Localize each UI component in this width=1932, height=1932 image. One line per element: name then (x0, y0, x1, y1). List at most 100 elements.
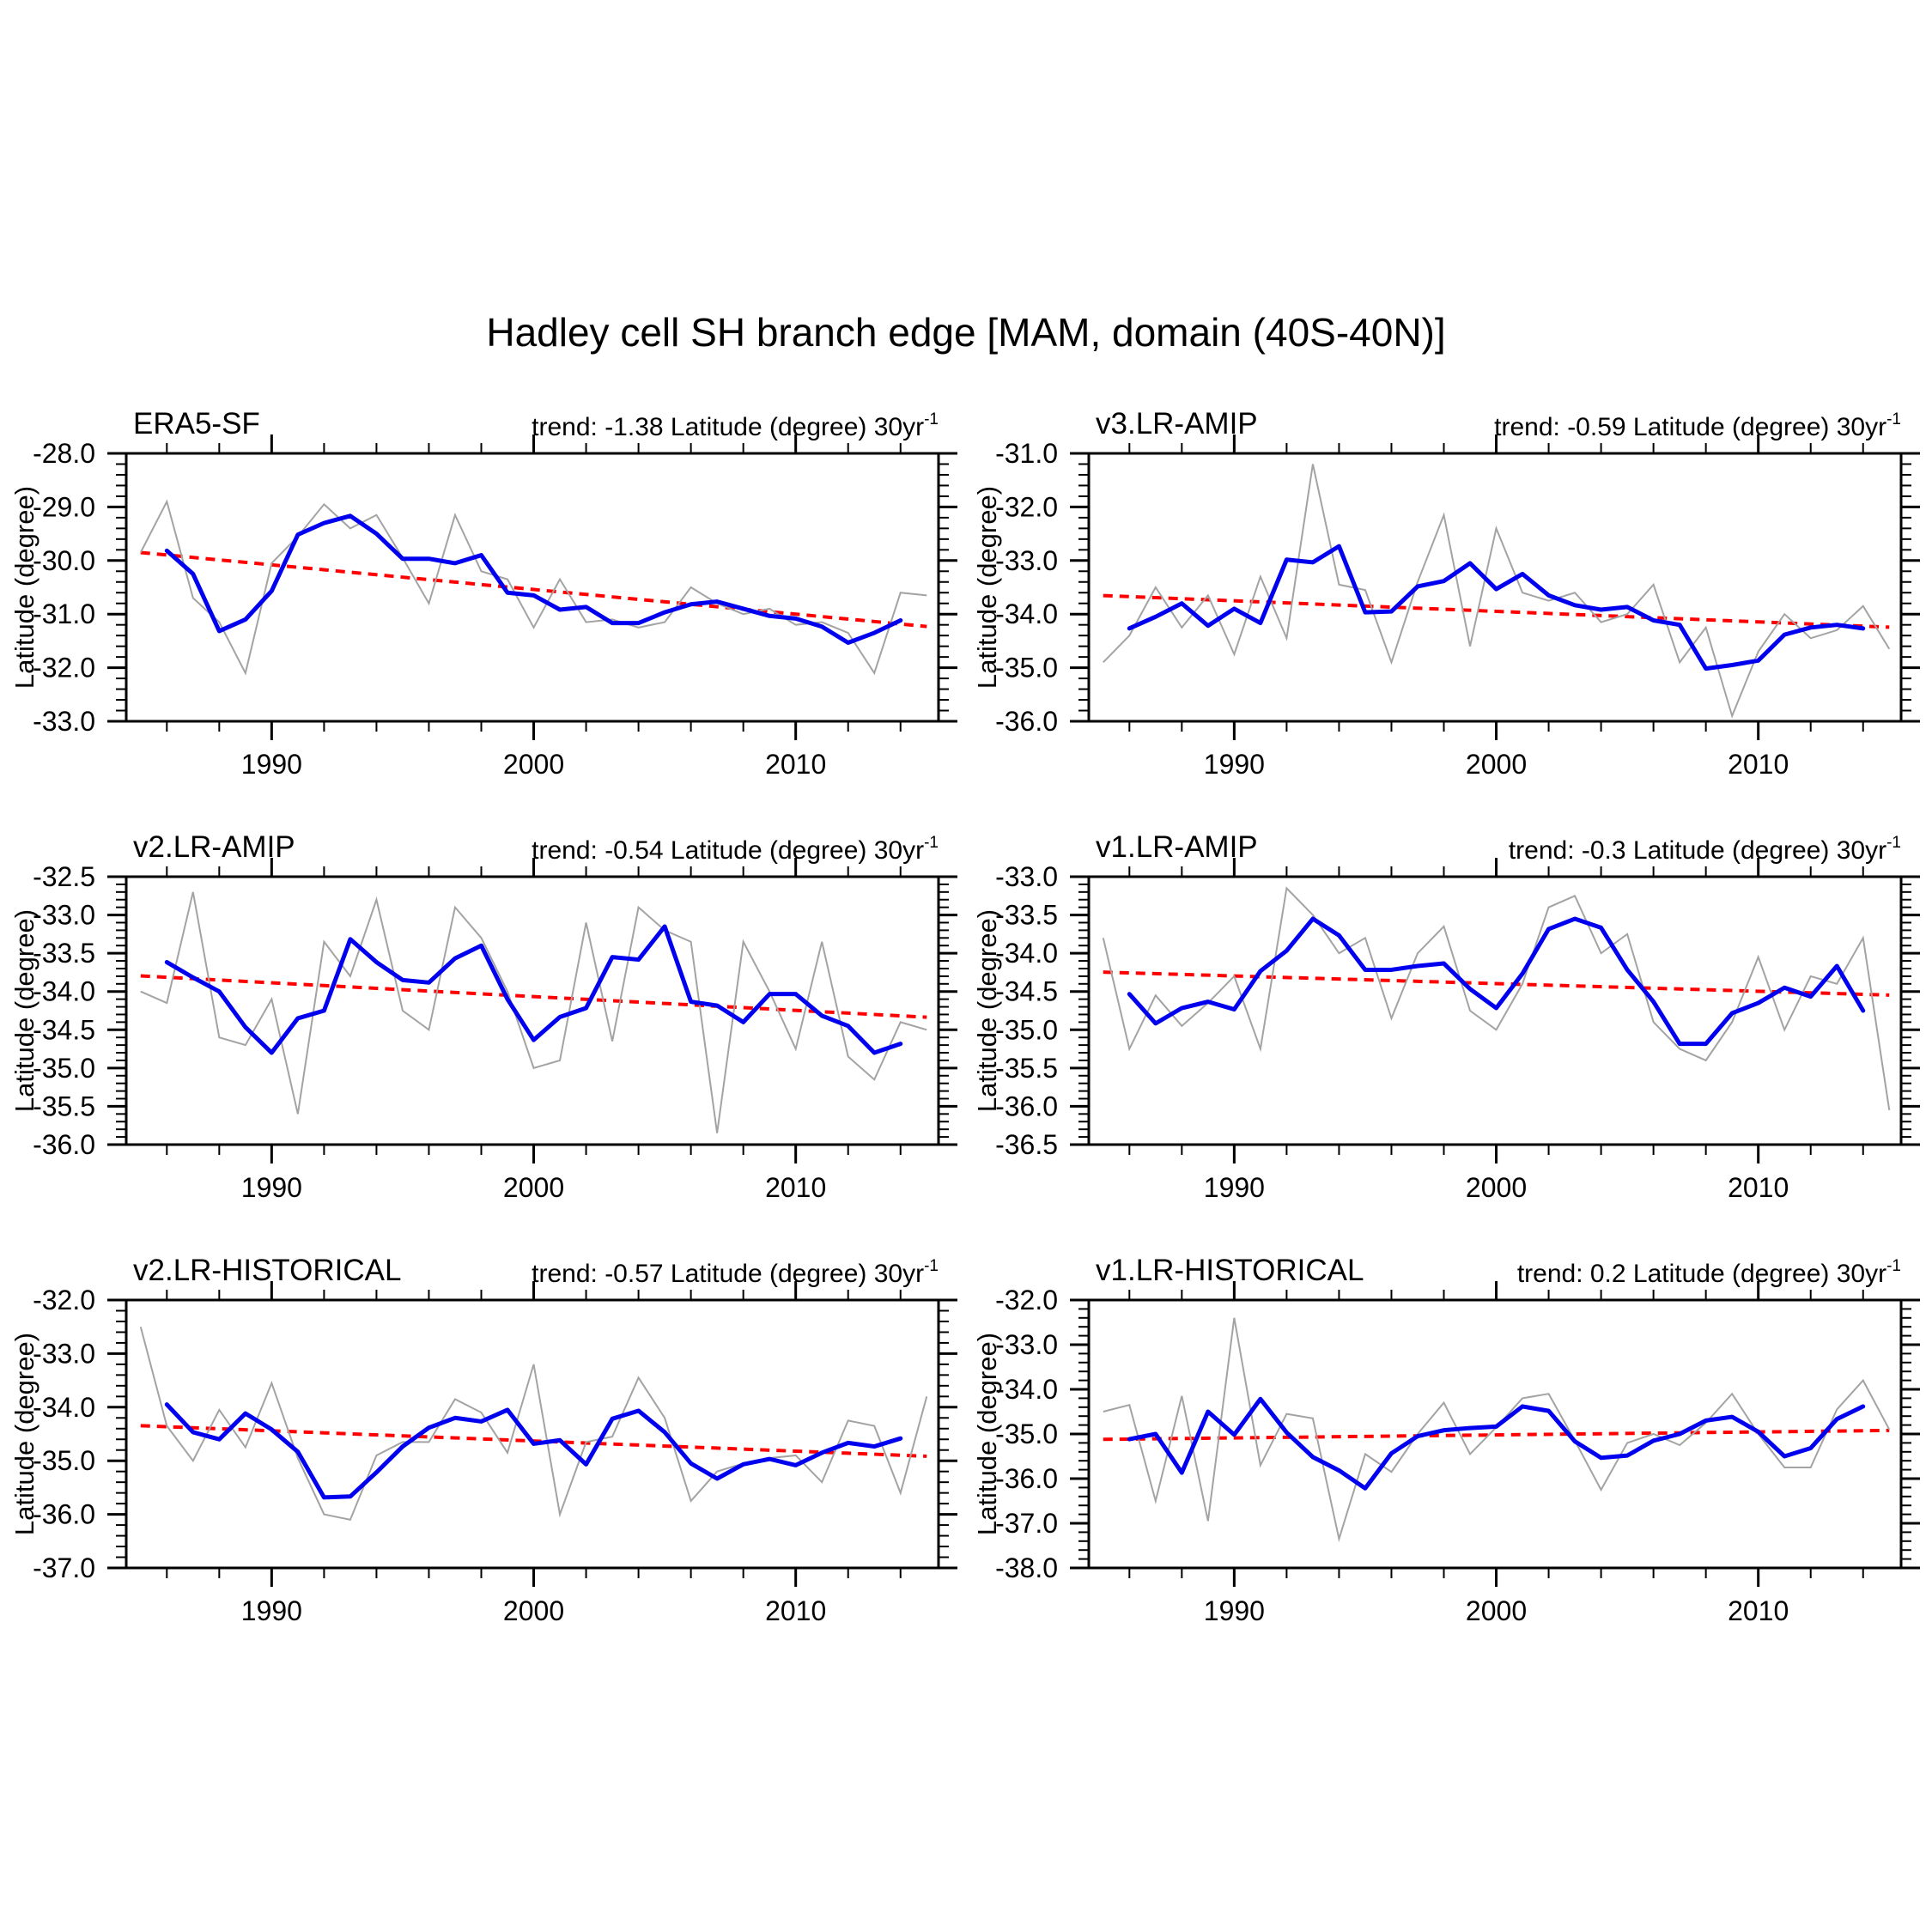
x-tick-label: 2000 (1466, 1595, 1527, 1626)
x-tick-label: 2000 (503, 1172, 564, 1203)
x-tick-label: 1990 (241, 749, 302, 780)
panel-title: v1.LR-AMIP (1096, 830, 1258, 864)
main-title: Hadley cell SH branch edge [MAM, domain … (486, 310, 1446, 355)
trend-text: trend: -1.38 Latitude (degree) 30yr (532, 413, 925, 441)
trend-line (1103, 593, 1890, 629)
trend-exponent: -1 (1886, 1257, 1901, 1275)
smoothed-series-line (164, 924, 903, 1055)
trend-exponent: -1 (924, 834, 939, 852)
line-chart: -32.0 -33.0 -34.0 -35.0 -36.0 -37.0 -38.0 1990 2… (995, 1281, 1920, 1626)
axis-frame (1087, 452, 1903, 723)
x-tick-label: 1990 (241, 1595, 302, 1626)
x-tick-label: 2000 (503, 1595, 564, 1626)
trend-text: trend: -0.3 Latitude (degree) 30yr (1508, 836, 1887, 865)
x-tick-label: 2010 (1728, 1595, 1789, 1626)
y-tick-label: -36.0 (995, 706, 1058, 737)
trend-annotation: trend: 0.2 Latitude (degree) 30yr-1 (1516, 1257, 1901, 1289)
y-tick-label: -33.0 (33, 900, 95, 931)
raw-series-line (139, 499, 927, 676)
x-tick-label: 1990 (1204, 1172, 1265, 1203)
x-tick-label: 2010 (765, 1595, 826, 1626)
panel-v3-lr-amip: v3.LR-AMIP trend: -0.59 Latitude (degree… (962, 393, 1932, 805)
smoothed-series-line (164, 513, 903, 645)
axis-frame (1087, 875, 1903, 1146)
y-tick-label: -35.5 (33, 1091, 95, 1121)
smoothed-series-line (1127, 1396, 1866, 1491)
y-tick-label: -34.5 (995, 976, 1058, 1007)
axis-frame (125, 1298, 940, 1570)
y-tick-label: -37.0 (33, 1552, 95, 1583)
y-tick-label: -35.0 (995, 1014, 1058, 1045)
y-tick-label: -33.5 (33, 938, 95, 969)
y-tick-label: -34.0 (995, 938, 1058, 969)
y-tick-label: -36.0 (33, 1499, 95, 1530)
line-chart: -31.0 -32.0 -33.0 -34.0 -35.0 -36.0 1990 2000 20… (995, 434, 1920, 780)
x-tick-label: 2000 (1466, 749, 1527, 780)
y-tick-label: -34.5 (33, 1014, 95, 1045)
trend-text: trend: 0.2 Latitude (degree) 30yr (1516, 1260, 1887, 1288)
y-tick-label: -36.0 (995, 1463, 1058, 1494)
trend-annotation: trend: -0.54 Latitude (degree) 30yr-1 (532, 834, 939, 866)
raw-series-line (1102, 886, 1891, 1111)
y-tick-label: -28.0 (33, 438, 95, 469)
y-tick-label: -36.0 (995, 1091, 1058, 1121)
trend-text: trend: -0.57 Latitude (degree) 30yr (532, 1260, 925, 1288)
x-tick-label: 2010 (765, 749, 826, 780)
y-tick-label: -30.0 (33, 545, 95, 576)
line-chart: -32.5 -33.0 -33.5 -34.0 -34.5 -35.0 -35.5 -36.0… (33, 858, 957, 1203)
y-tick-label: -31.0 (33, 598, 95, 629)
y-tick-label: -32.0 (33, 1285, 95, 1315)
raw-series-line (139, 1326, 928, 1521)
x-tick-label: 2000 (1466, 1172, 1527, 1203)
trend-annotation: trend: -0.59 Latitude (degree) 30yr-1 (1494, 410, 1901, 442)
trend-text: trend: -0.59 Latitude (degree) 30yr (1494, 413, 1887, 441)
trend-line (140, 974, 927, 1019)
smoothed-series-line (1127, 544, 1866, 671)
panel-title: v2.LR-HISTORICAL (133, 1254, 402, 1287)
y-tick-label: -32.0 (995, 1285, 1058, 1315)
panel-title: v2.LR-AMIP (133, 830, 295, 864)
y-tick-label: -31.0 (995, 438, 1058, 469)
y-tick-label: -35.5 (995, 1053, 1058, 1084)
y-tick-label: -34.0 (995, 598, 1058, 629)
y-tick-label: -35.0 (995, 1419, 1058, 1449)
line-chart: -28.0 -29.0 -30.0 -31.0 -32.0 -33.0 1990 2000 20… (33, 434, 957, 780)
panel-title: v3.LR-AMIP (1096, 407, 1258, 440)
y-tick-label: -32.0 (33, 653, 95, 683)
x-tick-label: 1990 (1204, 1595, 1265, 1626)
trend-exponent: -1 (1886, 834, 1901, 852)
line-chart: -33.0 -33.5 -34.0 -34.5 -35.0 -35.5 -36.0 -36.5… (995, 858, 1920, 1203)
y-tick-label: -32.0 (995, 491, 1058, 522)
trend-line (1103, 1428, 1890, 1442)
y-tick-label: -35.0 (33, 1053, 95, 1084)
panel-v2-lr-historical: v2.LR-HISTORICAL trend: -0.57 Latitude (… (0, 1240, 1030, 1652)
smoothed-series-line (164, 1402, 903, 1500)
y-tick-label: -35.0 (995, 653, 1058, 683)
panel-v1-lr-amip: v1.LR-AMIP trend: -0.3 Latitude (degree)… (962, 817, 1932, 1229)
panel-title: v1.LR-HISTORICAL (1096, 1254, 1364, 1287)
y-tick-label: -36.5 (995, 1129, 1058, 1160)
raw-series-line (140, 891, 927, 1133)
y-tick-label: -33.0 (995, 1329, 1058, 1360)
y-tick-label: -34.0 (33, 1392, 95, 1423)
raw-series-line (1103, 464, 1891, 719)
y-tick-label: -29.0 (33, 491, 95, 522)
axis-frame (125, 452, 940, 723)
y-tick-label: -35.0 (33, 1445, 95, 1476)
x-tick-label: 2010 (1728, 1172, 1789, 1203)
y-tick-label: -33.0 (995, 545, 1058, 576)
trend-text: trend: -0.54 Latitude (degree) 30yr (532, 836, 925, 865)
line-chart: -32.0 -33.0 -34.0 -35.0 -36.0 -37.0 1990 2000 20… (33, 1281, 957, 1626)
x-tick-label: 2010 (765, 1172, 826, 1203)
panel-v1-lr-historical: v1.LR-HISTORICAL trend: 0.2 Latitude (de… (962, 1240, 1932, 1652)
y-tick-label: -33.0 (995, 861, 1058, 892)
smoothed-series-line (1127, 916, 1866, 1047)
y-tick-label: -33.0 (33, 706, 95, 737)
x-tick-label: 2000 (503, 749, 564, 780)
x-tick-label: 2010 (1728, 749, 1789, 780)
y-tick-label: -34.0 (33, 976, 95, 1007)
panel-v2-lr-amip: v2.LR-AMIP trend: -0.54 Latitude (degree… (0, 817, 1030, 1229)
y-tick-label: -37.0 (995, 1508, 1058, 1539)
y-tick-label: -33.0 (33, 1338, 95, 1369)
